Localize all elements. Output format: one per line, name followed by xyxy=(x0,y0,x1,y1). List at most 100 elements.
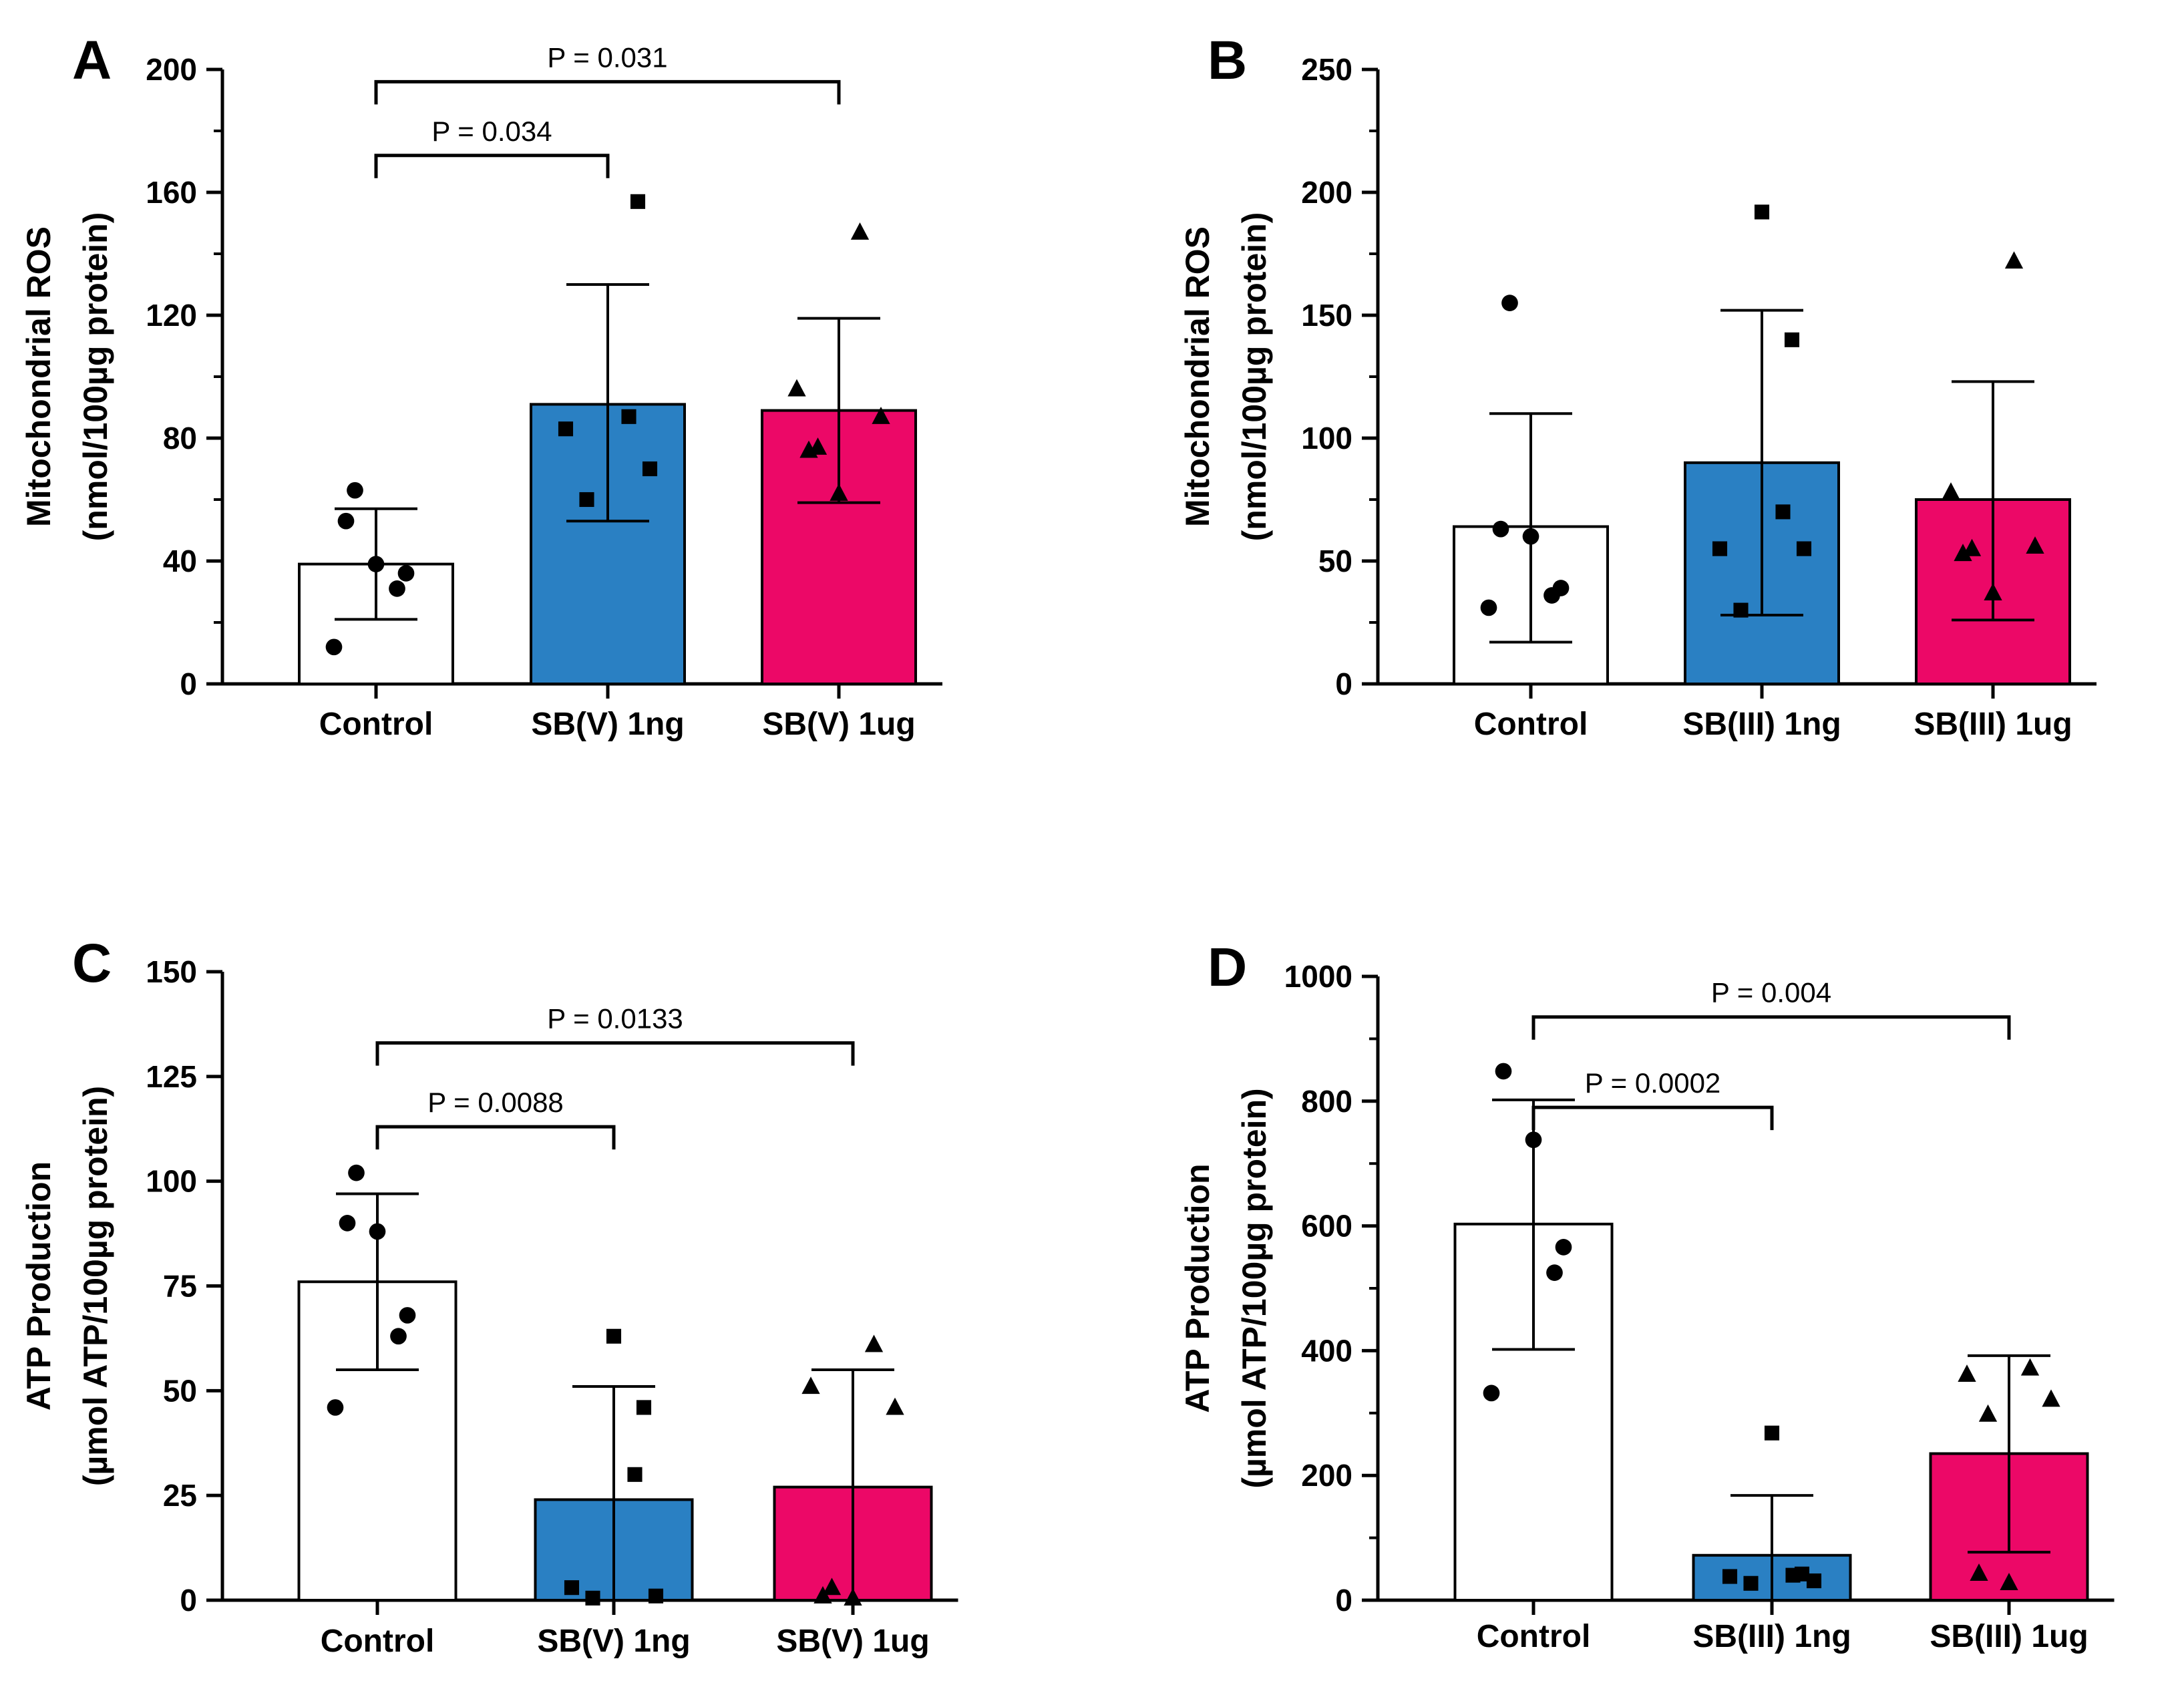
data-point-circle xyxy=(1495,1063,1512,1080)
y-tick-label: 250 xyxy=(1301,52,1352,87)
y-axis-label: (nmol/100µg protein) xyxy=(1236,212,1273,542)
p-value-label: P = 0.031 xyxy=(547,41,667,73)
y-tick-label: 1000 xyxy=(1284,959,1352,994)
y-tick-label: 0 xyxy=(1335,667,1352,701)
y-tick-label: 125 xyxy=(146,1059,197,1094)
data-point-square xyxy=(558,421,574,437)
y-axis-label: (µmol ATP/100µg protein) xyxy=(1236,1088,1273,1488)
data-point-circle xyxy=(1480,599,1497,616)
data-point-circle xyxy=(399,1307,416,1324)
data-point-circle xyxy=(325,638,343,656)
data-point-square xyxy=(1764,1425,1780,1441)
chart-panel-a: A 0 40 80 120 160 200 Mitochondrial ROS (nmol/10… xyxy=(20,30,942,742)
data-point-triangle xyxy=(850,222,870,240)
data-point-circle xyxy=(390,1328,407,1345)
p-value-label: P = 0.034 xyxy=(431,116,552,147)
data-point-triangle xyxy=(844,1588,862,1606)
x-tick-label: Control xyxy=(321,1624,435,1659)
significance-bracket xyxy=(1531,1105,1774,1131)
y-axis-label: ATP Production xyxy=(20,1161,57,1411)
y-tick-label: 800 xyxy=(1301,1084,1352,1119)
data-point-circle xyxy=(1492,520,1509,538)
data-point-circle xyxy=(1522,528,1539,545)
data-point-triangle xyxy=(2020,1358,2040,1376)
y-tick-label: 75 xyxy=(163,1269,197,1304)
data-point-square xyxy=(648,1588,664,1604)
data-point-triangle xyxy=(2000,1573,2018,1590)
panel-letter: A xyxy=(72,30,112,91)
p-value-label: P = 0.0002 xyxy=(1585,1067,1721,1099)
data-point-triangle xyxy=(822,1577,842,1596)
data-point-triangle xyxy=(2042,1389,2060,1407)
data-point-square xyxy=(1722,1569,1738,1584)
data-point-square xyxy=(1754,204,1770,220)
data-point-circle xyxy=(1525,1131,1542,1149)
y-tick-label: 0 xyxy=(180,667,197,701)
data-point-square xyxy=(1733,602,1749,618)
panel-letter: B xyxy=(1208,30,1247,91)
data-point-triangle xyxy=(801,1376,820,1394)
data-point-triangle xyxy=(808,437,828,455)
data-point-square xyxy=(606,1328,622,1344)
x-tick-label: SB(V) 1ng xyxy=(531,707,684,742)
data-point-square xyxy=(1712,541,1728,556)
data-point-triangle xyxy=(1958,1364,1976,1382)
data-point-triangle xyxy=(886,1397,904,1415)
data-point-triangle xyxy=(787,379,806,397)
data-point-triangle xyxy=(1954,544,1972,562)
significance-bracket xyxy=(375,1041,855,1066)
p-value-label: P = 0.004 xyxy=(1711,977,1831,1008)
data-point-square xyxy=(1784,332,1800,347)
data-point-circle xyxy=(1546,1264,1563,1281)
x-tick-label: Control xyxy=(319,707,433,742)
x-tick-label: SB(V) 1ug xyxy=(762,707,915,742)
significance-bracket xyxy=(374,154,610,178)
chart-panel-b: B 0 50 100 150 200 250 Mitochondrial ROS (nmol/1… xyxy=(1179,30,2097,742)
x-tick-label: SB(V) 1ug xyxy=(776,1624,929,1659)
data-point-circle xyxy=(389,580,405,597)
data-point-square xyxy=(642,461,658,477)
data-point-circle xyxy=(1483,1384,1500,1402)
x-tick-label: SB(III) 1ng xyxy=(1682,707,1841,742)
y-tick-label: 100 xyxy=(146,1164,197,1199)
y-tick-label: 600 xyxy=(1301,1209,1352,1244)
data-point-circle xyxy=(339,1215,356,1232)
y-axis-label: (nmol/100µg protein) xyxy=(77,212,114,542)
panel-letter: C xyxy=(72,933,112,994)
data-point-square xyxy=(1806,1573,1822,1589)
data-point-square xyxy=(564,1580,580,1596)
data-point-circle xyxy=(367,556,385,572)
significance-bracket xyxy=(1531,1015,2011,1040)
x-tick-label: SB(V) 1ng xyxy=(537,1624,690,1659)
data-point-triangle xyxy=(813,1585,832,1604)
y-tick-label: 150 xyxy=(146,954,197,989)
y-axis-label: (µmol ATP/100µg protein) xyxy=(77,1086,114,1486)
p-value-label: P = 0.0133 xyxy=(547,1003,683,1035)
data-point-square xyxy=(1743,1575,1759,1591)
y-tick-label: 0 xyxy=(1335,1583,1352,1618)
data-point-triangle xyxy=(2026,536,2044,554)
y-tick-label: 100 xyxy=(1301,421,1352,455)
data-point-square xyxy=(621,409,636,424)
data-point-square xyxy=(579,492,594,508)
data-point-triangle xyxy=(1984,583,2002,600)
y-axis-label: Mitochondrial ROS xyxy=(20,226,57,527)
x-tick-label: SB(III) 1ug xyxy=(1930,1619,2088,1654)
y-tick-label: 200 xyxy=(1301,1458,1352,1493)
data-point-circle xyxy=(348,1164,365,1181)
y-tick-label: 120 xyxy=(146,298,197,333)
data-point-square xyxy=(1796,541,1812,556)
y-tick-label: 200 xyxy=(1301,175,1352,210)
y-axis-label: Mitochondrial ROS xyxy=(1179,226,1216,527)
y-tick-label: 80 xyxy=(163,421,197,455)
y-tick-label: 25 xyxy=(163,1478,197,1513)
y-tick-label: 200 xyxy=(146,52,197,87)
y-tick-label: 400 xyxy=(1301,1333,1352,1368)
data-point-triangle xyxy=(830,483,848,501)
significance-bracket xyxy=(375,1125,616,1150)
data-point-circle xyxy=(369,1223,386,1240)
data-point-circle xyxy=(397,565,415,582)
data-point-triangle xyxy=(1962,538,1982,556)
data-point-square xyxy=(627,1467,643,1482)
